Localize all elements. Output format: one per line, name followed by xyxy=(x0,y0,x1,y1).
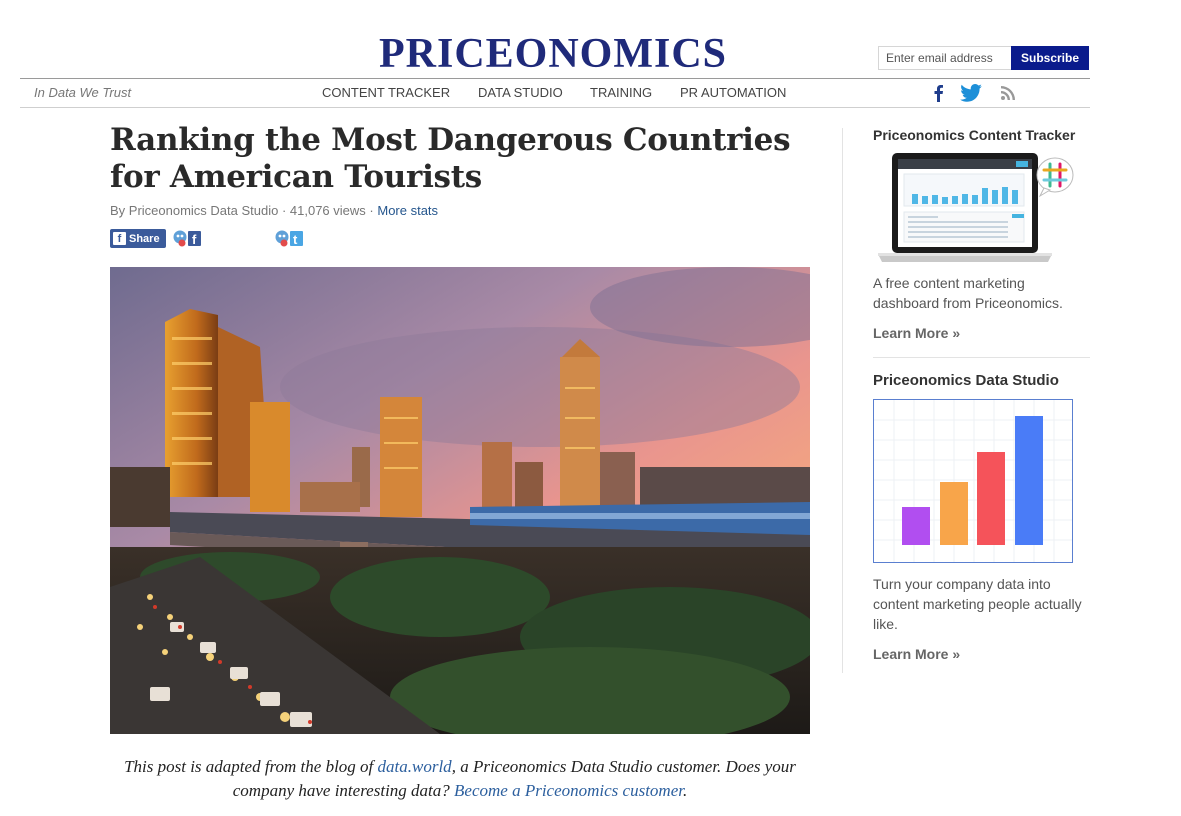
nav-bar: In Data We Trust CONTENT TRACKER DATA ST… xyxy=(20,78,1090,108)
subscribe-form: Subscribe xyxy=(878,46,1089,70)
content-tracker-desc: A free content marketing dashboard from … xyxy=(873,275,1063,311)
city-skyline-sunset-image xyxy=(110,267,810,734)
byline: By Priceonomics Data Studio · 41,076 vie… xyxy=(110,203,438,218)
chart-bar-3 xyxy=(977,452,1005,545)
content-tracker-title[interactable]: Priceonomics Content Tracker xyxy=(873,127,1076,143)
facebook-icon[interactable] xyxy=(927,82,949,104)
email-facebook-icon[interactable]: f xyxy=(172,229,202,248)
facebook-icon: f xyxy=(113,232,126,245)
content-tracker-laptop-image[interactable] xyxy=(872,150,1077,265)
caption-text-3: . xyxy=(682,781,688,800)
svg-text:f: f xyxy=(192,232,197,247)
nav-data-studio[interactable]: DATA STUDIO xyxy=(478,85,563,100)
sidebar-divider xyxy=(842,128,843,673)
email-input[interactable] xyxy=(878,46,1011,70)
data-studio-desc: Turn your company data into content mark… xyxy=(873,576,1082,632)
data-studio-learn-more[interactable]: Learn More » xyxy=(873,646,961,662)
caption-text-1: This post is adapted from the blog of xyxy=(124,757,374,776)
nav-content-tracker[interactable]: CONTENT TRACKER xyxy=(322,85,451,100)
subscribe-button[interactable]: Subscribe xyxy=(1011,46,1089,70)
article-caption: This post is adapted from the blog of da… xyxy=(110,755,810,803)
caption-text-2: , a Priceonomics Data Studio customer. D… xyxy=(232,757,796,800)
email-twitter-icon[interactable]: t xyxy=(274,229,304,248)
title-line-1: Ranking the Most Dangerous Countries xyxy=(110,122,791,158)
more-stats-link[interactable]: More stats xyxy=(377,203,439,218)
title-line-2: for American Tourists xyxy=(110,159,482,195)
data-studio-chart-image[interactable] xyxy=(873,399,1073,563)
site-logo[interactable]: PRICEONOMICS xyxy=(378,31,728,77)
data-world-link[interactable]: data.world xyxy=(377,757,452,776)
become-customer-link[interactable]: Become a Priceonomics customer xyxy=(454,781,683,800)
chart-bar-2 xyxy=(940,482,968,545)
svg-text:t: t xyxy=(293,232,298,247)
twitter-icon[interactable] xyxy=(960,82,982,104)
hero-image xyxy=(110,267,810,734)
facebook-share-button[interactable]: f Share xyxy=(110,229,166,248)
nav-pr-automation[interactable]: PR AUTOMATION xyxy=(680,85,787,100)
sidebar-separator xyxy=(873,357,1090,358)
article-title: Ranking the Most Dangerous Countries for… xyxy=(110,122,800,196)
share-label: Share xyxy=(129,232,160,245)
byline-text: By Priceonomics Data Studio · 41,076 vie… xyxy=(110,203,374,218)
nav-training[interactable]: TRAINING xyxy=(590,85,653,100)
content-tracker-learn-more[interactable]: Learn More » xyxy=(873,325,961,341)
data-studio-title[interactable]: Priceonomics Data Studio xyxy=(873,372,1059,389)
tagline: In Data We Trust xyxy=(34,85,132,100)
chart-bar-1 xyxy=(902,507,930,545)
chart-bar-4 xyxy=(1015,416,1043,545)
rss-icon[interactable] xyxy=(997,82,1019,104)
